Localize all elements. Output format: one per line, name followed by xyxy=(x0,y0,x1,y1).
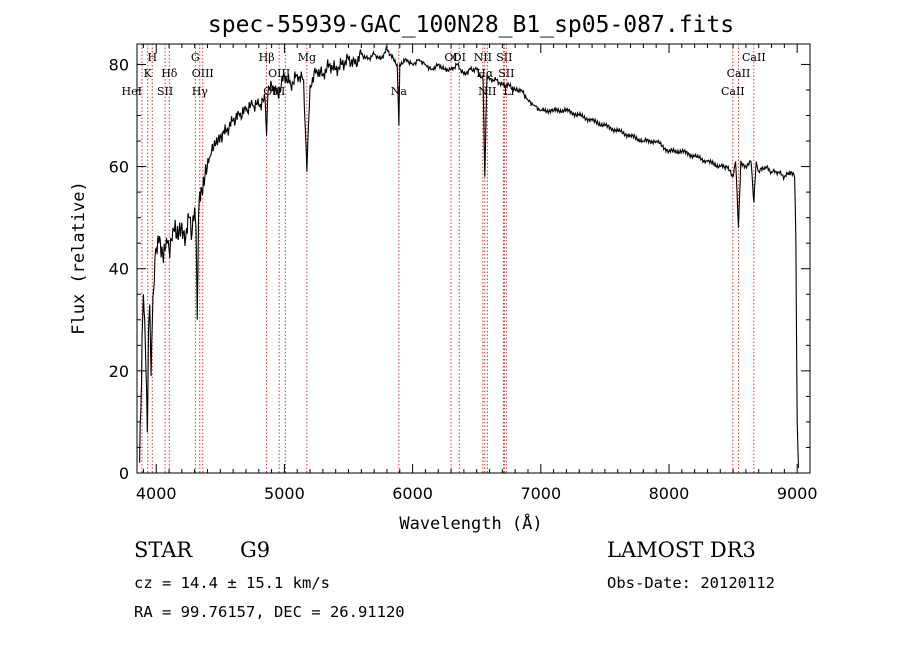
coordinates: RA = 99.76157, DEC = 26.91120 xyxy=(134,603,405,621)
x-tick-label: 4000 xyxy=(136,484,177,503)
y-tick-label: 20 xyxy=(109,362,129,381)
line-label: Na xyxy=(391,85,408,98)
x-tick-label: 6000 xyxy=(392,484,433,503)
y-tick-label: 40 xyxy=(109,260,129,279)
line-label: OIII xyxy=(268,67,290,80)
object-subclass: G9 xyxy=(240,538,271,562)
x-tick-label: 5000 xyxy=(264,484,305,503)
y-tick-label: 0 xyxy=(119,464,129,483)
spectrum-layer xyxy=(139,45,800,468)
object-class: STAR xyxy=(134,538,193,562)
line-label: Hβ xyxy=(259,51,275,64)
line-label: OIII xyxy=(263,85,285,98)
spectrum-line xyxy=(139,45,800,468)
x-tick-label: 7000 xyxy=(520,484,561,503)
line-label: NII xyxy=(478,85,496,98)
line-label: K xyxy=(144,67,153,80)
line-label: SII xyxy=(496,51,512,64)
line-label: NII xyxy=(474,51,492,64)
x-tick-label: 8000 xyxy=(649,484,690,503)
line-label: CaII xyxy=(742,51,766,64)
tick-layer: 4000 5000 6000 7000 8000 9000 0 20 40 60 80 xyxy=(109,44,818,503)
survey-name: LAMOST DR3 xyxy=(607,538,756,562)
line-label: CaII xyxy=(727,67,751,80)
obs-date: Obs-Date: 20120112 xyxy=(607,574,775,592)
y-axis-label: Flux (relative) xyxy=(69,181,89,335)
line-label: OIII xyxy=(192,67,214,80)
line-label: Mg xyxy=(298,51,316,64)
line-label: SII xyxy=(498,67,514,80)
line-label: Li xyxy=(503,85,514,98)
line-label: HeI xyxy=(122,85,142,98)
redshift-line: cz = 14.4 ± 15.1 km/s xyxy=(134,574,330,592)
line-label: CaII xyxy=(721,85,745,98)
x-tick-label: 9000 xyxy=(777,484,818,503)
y-tick-label: 60 xyxy=(109,158,129,177)
line-label: OI xyxy=(453,51,466,64)
line-label: SII xyxy=(157,85,173,98)
line-label: OI xyxy=(444,51,457,64)
plot-frame xyxy=(136,43,811,474)
line-label: Hα xyxy=(476,67,494,80)
line-label: H xyxy=(147,51,157,64)
line-marker-layer xyxy=(141,44,755,473)
line-label: Hδ xyxy=(161,67,178,80)
line-label: Hγ xyxy=(192,85,209,98)
line-label: G xyxy=(191,51,200,64)
chart-title: spec-55939-GAC_100N28_B1_sp05-087.fits xyxy=(208,12,734,38)
y-tick-label: 80 xyxy=(109,55,129,74)
x-axis-label: Wavelength (Å) xyxy=(399,512,542,534)
